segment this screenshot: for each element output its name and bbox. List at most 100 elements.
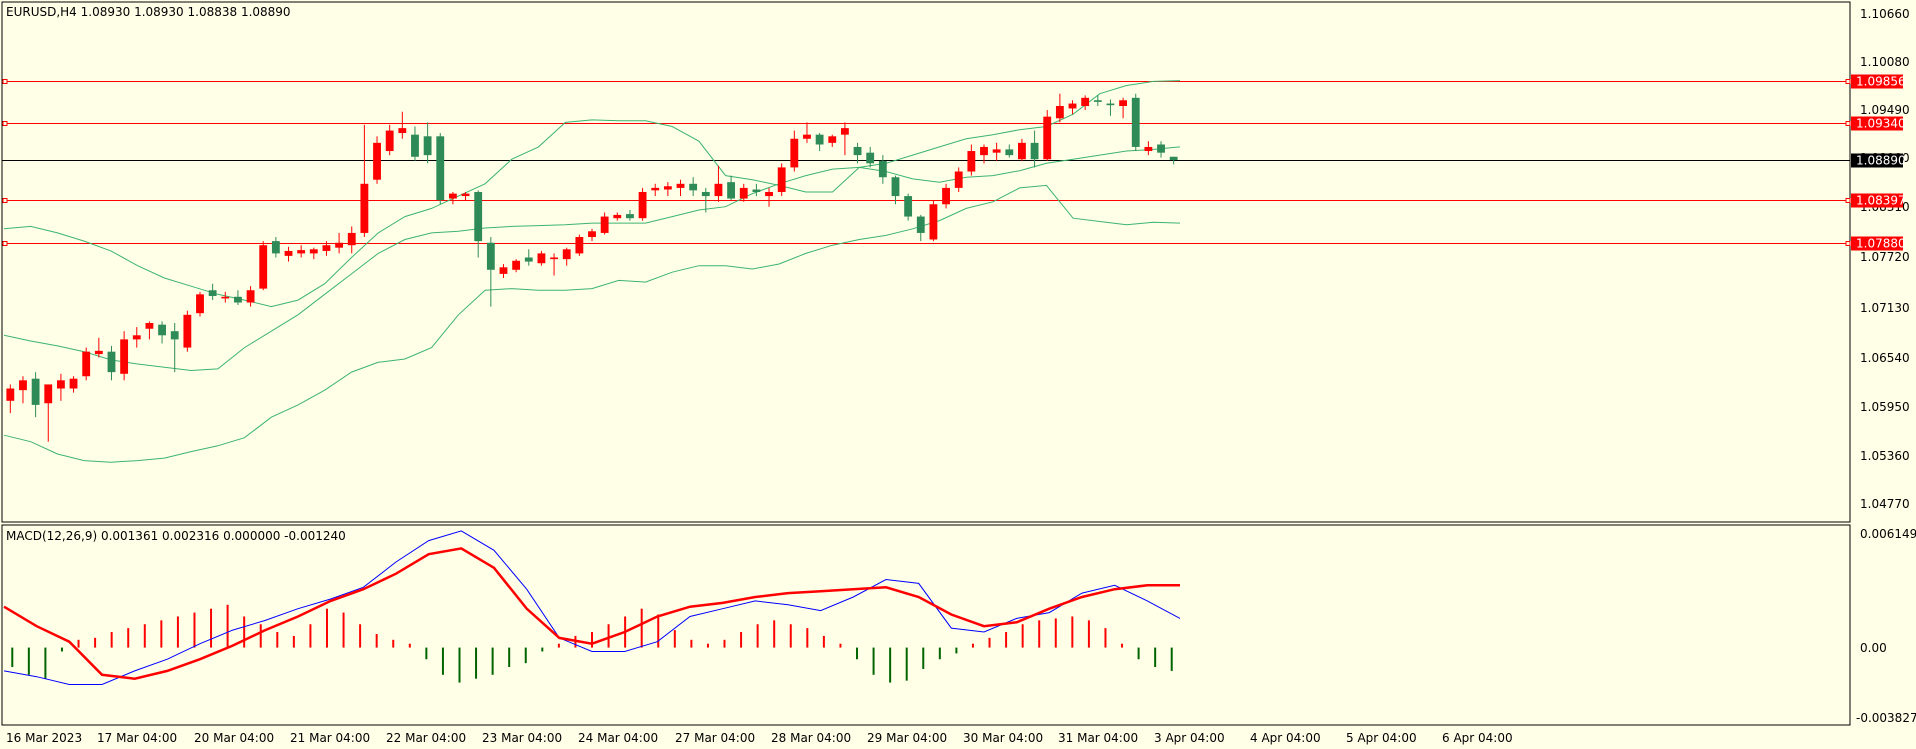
candle-body xyxy=(980,146,988,156)
candle-body xyxy=(411,134,419,157)
candle-body xyxy=(1106,103,1115,106)
price-tick: 1.04770 xyxy=(1860,497,1910,511)
candle-body xyxy=(840,128,849,135)
candle-body xyxy=(297,250,306,254)
candle-body xyxy=(714,183,723,197)
level-anchor xyxy=(2,241,8,246)
bollinger-middle-line xyxy=(3,146,1181,372)
price-tick: 1.07130 xyxy=(1860,301,1910,315)
time-tick: 17 Mar 04:00 xyxy=(97,731,177,745)
candle-body xyxy=(1043,116,1052,160)
candle-body xyxy=(385,130,394,152)
candle-body xyxy=(727,182,736,199)
candle-body xyxy=(1093,100,1102,102)
candle-body xyxy=(1030,142,1039,160)
candle-body xyxy=(69,378,78,389)
candle-body xyxy=(259,245,268,289)
candle-body xyxy=(600,216,609,233)
level-anchor xyxy=(1845,198,1851,203)
candle-body xyxy=(360,183,369,233)
level-label: 1.07880 xyxy=(1856,237,1906,251)
candle-body xyxy=(562,249,571,260)
candle-body xyxy=(246,290,255,303)
level-label-box xyxy=(1851,74,1903,89)
candle-body xyxy=(107,351,116,373)
candle-body xyxy=(309,249,318,254)
candle-body xyxy=(512,260,521,270)
level-label-box xyxy=(1851,236,1903,251)
price-tick: 1.05950 xyxy=(1860,400,1910,414)
candle-body xyxy=(1055,106,1064,119)
candle-body xyxy=(183,314,192,348)
candle-body xyxy=(145,323,154,329)
candle-body xyxy=(815,134,824,145)
candle-body xyxy=(196,294,204,314)
candle-body xyxy=(19,380,27,391)
candle-body xyxy=(550,257,558,260)
time-tick: 4 Apr 04:00 xyxy=(1250,731,1321,745)
candle-body xyxy=(158,324,166,336)
candle-body xyxy=(992,149,1001,153)
candle-body xyxy=(891,177,900,197)
signal-line xyxy=(3,547,1180,680)
candle-body xyxy=(853,146,862,156)
level-anchor xyxy=(1845,121,1851,126)
time-tick: 30 Mar 04:00 xyxy=(963,731,1043,745)
candle-body xyxy=(954,171,963,188)
candle-body xyxy=(1157,144,1165,153)
candle-body xyxy=(1081,97,1090,106)
macd-line xyxy=(3,530,1181,685)
price-tick: 1.06540 xyxy=(1860,351,1910,365)
level-label-box xyxy=(1851,153,1903,168)
candle-body xyxy=(398,128,407,134)
candle-body xyxy=(803,134,811,139)
candle-body xyxy=(866,152,875,164)
bollinger-lower-line xyxy=(3,184,1181,463)
candle-body xyxy=(208,290,217,296)
candle-body xyxy=(524,257,533,262)
candle-body xyxy=(499,267,508,274)
candle-body xyxy=(1131,97,1140,147)
level-label-box xyxy=(1851,116,1903,131)
candle-body xyxy=(613,214,622,219)
macd-tick: 0.00 xyxy=(1860,641,1887,655)
candle-body xyxy=(777,167,786,192)
level-anchor xyxy=(2,121,8,126)
candle-body xyxy=(120,339,129,374)
candle-body xyxy=(790,138,799,168)
macd-axis: 0.006149 0.00 -0.003827 xyxy=(1856,527,1916,725)
price-tick: 1.05360 xyxy=(1860,449,1910,463)
candle-body xyxy=(1144,146,1153,152)
candles xyxy=(6,93,1178,442)
candle-body xyxy=(878,160,887,178)
price-tick: 1.07720 xyxy=(1860,250,1910,264)
candle-body xyxy=(942,187,950,205)
price-tick: 1.10080 xyxy=(1860,55,1910,69)
candle-body xyxy=(335,242,344,248)
candle-body xyxy=(271,241,280,254)
main-panel-frame xyxy=(1,1,1851,523)
macd-panel-frame xyxy=(1,524,1851,726)
candle-body xyxy=(916,216,925,233)
candle-body xyxy=(1068,103,1077,109)
price-tick: 1.10660 xyxy=(1860,7,1910,21)
candle-body xyxy=(373,142,381,180)
candle-body xyxy=(82,351,91,377)
candle-body xyxy=(31,378,40,405)
time-tick: 29 Mar 04:00 xyxy=(867,731,947,745)
candle-body xyxy=(828,136,837,143)
candle-body xyxy=(347,232,356,246)
candle-body xyxy=(904,196,913,217)
time-tick: 31 Mar 04:00 xyxy=(1058,731,1138,745)
macd-tick: 0.006149 xyxy=(1860,527,1916,541)
candle-body xyxy=(6,388,15,401)
candle-body xyxy=(322,245,331,251)
candle-body xyxy=(436,136,445,201)
time-tick: 23 Mar 04:00 xyxy=(482,731,562,745)
level-anchor xyxy=(2,79,8,84)
level-anchor xyxy=(1845,241,1851,246)
candle-body xyxy=(689,183,698,191)
candle-body xyxy=(284,250,293,256)
level-label: 1.09856 xyxy=(1856,75,1906,89)
